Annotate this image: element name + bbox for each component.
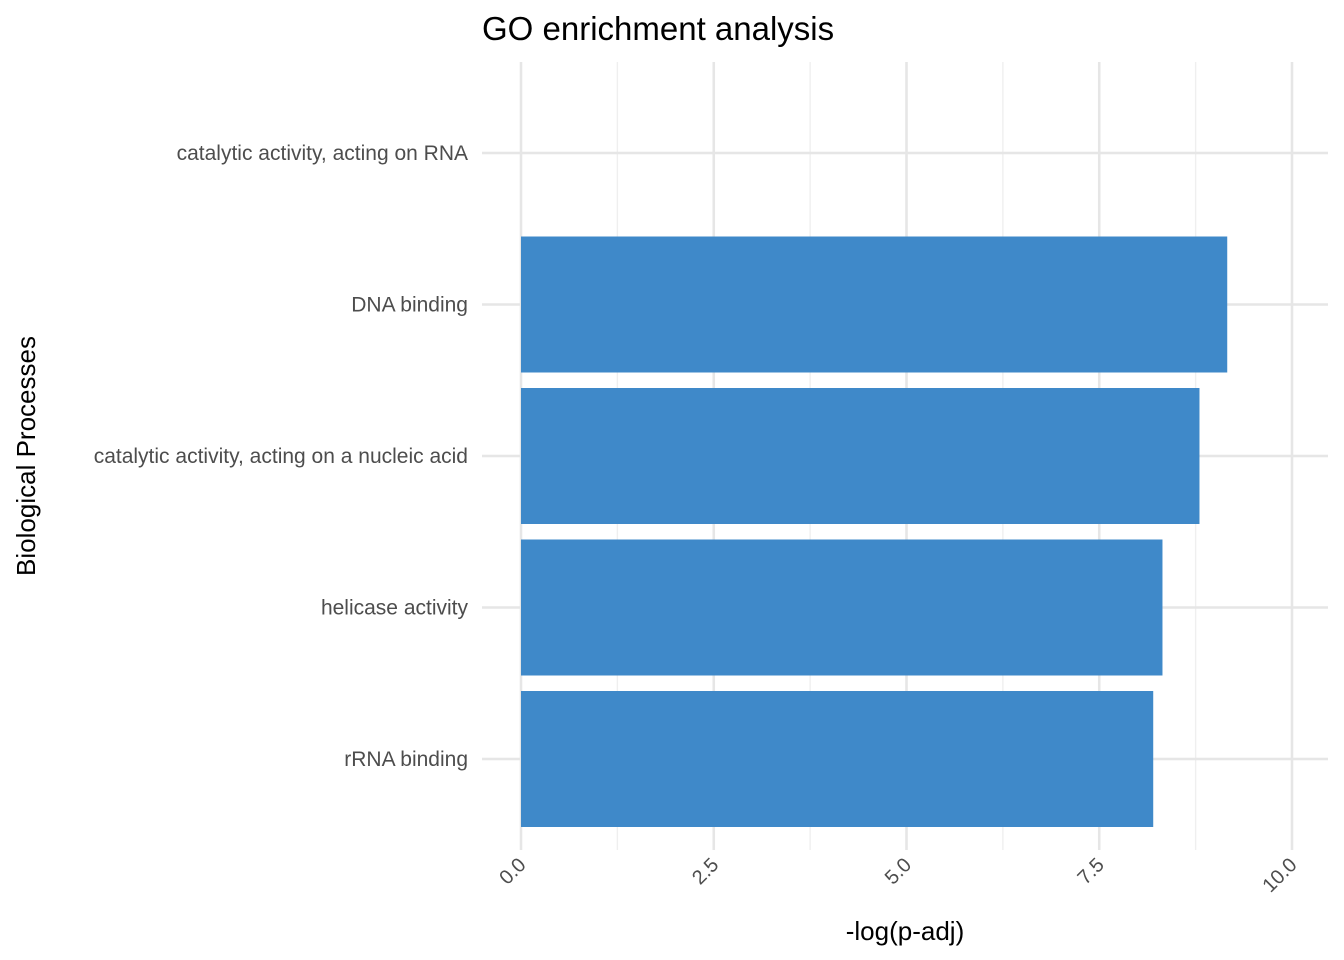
x-tick-label: 0.0: [495, 854, 530, 889]
bar: [521, 388, 1200, 524]
y-axis-title: Biological Processes: [11, 336, 41, 576]
category-label: catalytic activity, acting on a nucleic …: [94, 445, 468, 468]
category-label: catalytic activity, acting on RNA: [177, 142, 468, 165]
bar: [521, 691, 1154, 827]
x-axis-title: -log(p-adj): [846, 916, 965, 946]
category-label: helicase activity: [321, 597, 469, 620]
chart-title: GO enrichment analysis: [482, 10, 834, 47]
x-tick-label: 10.0: [1258, 854, 1301, 897]
x-tick-label: 2.5: [688, 854, 723, 889]
x-tick-labels: 0.0 2.5 5.0 7.5 10.0: [495, 854, 1301, 897]
x-tick-label: 7.5: [1074, 854, 1109, 889]
bar: [521, 539, 1163, 676]
category-label: rRNA binding: [344, 748, 468, 771]
category-label: DNA binding: [351, 294, 468, 317]
bars: [521, 236, 1228, 827]
bar: [521, 236, 1228, 373]
category-labels: catalytic activity, acting on RNA DNA bin…: [94, 142, 469, 771]
x-tick-label: 5.0: [881, 854, 916, 889]
